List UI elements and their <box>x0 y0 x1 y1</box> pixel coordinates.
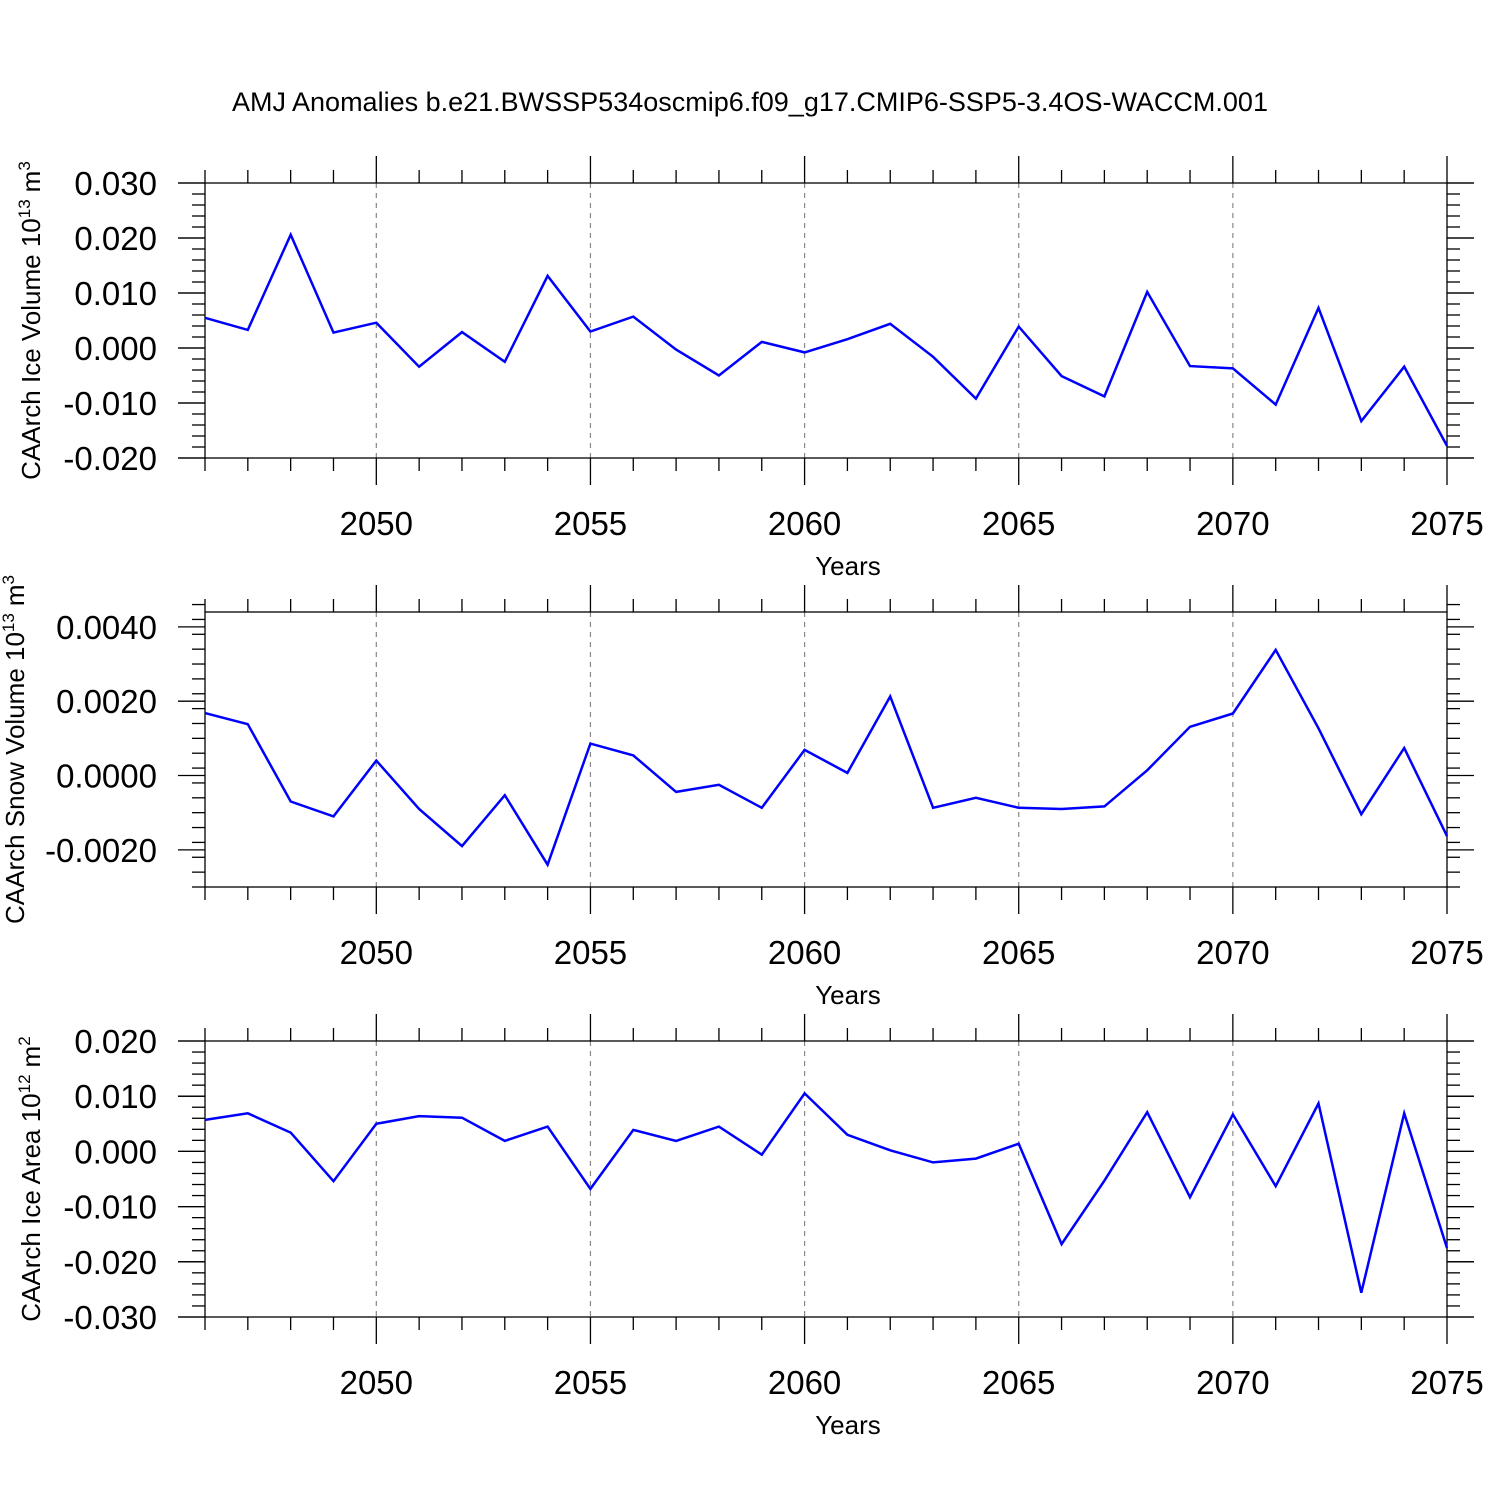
x-tick-label: 2050 <box>340 505 413 542</box>
y-tick-label: 0.010 <box>74 1078 157 1115</box>
y-axis-title: CAArch Snow Volume 1013 m3 <box>0 575 30 924</box>
y-tick-label: 0.020 <box>74 1023 157 1060</box>
y-tick-label: -0.010 <box>63 385 157 422</box>
y-axis-title-unit-exponent: 3 <box>15 161 34 170</box>
y-tick-label: 0.030 <box>74 165 157 202</box>
chart-panel-2: -0.0020 0.0000 0.0020 0.0040 2050 2055 2060 206… <box>0 575 1484 1010</box>
x-tick-label: 2050 <box>340 934 413 971</box>
y-axis-title-text: CAArch Snow Volume 10 <box>0 632 30 924</box>
x-tick-label: 2075 <box>1410 505 1483 542</box>
series-line <box>204 647 1449 868</box>
y-tick-label: 0.010 <box>74 275 157 312</box>
x-tick-label: 2075 <box>1410 1364 1483 1401</box>
y-axis-title-exponent: 13 <box>0 613 18 632</box>
chart-panel-3: -0.030 -0.020 -0.010 0.000 0.010 0.020 2050 205… <box>15 1014 1484 1440</box>
plot-frame <box>204 182 1448 459</box>
x-tick-label: 2065 <box>982 1364 1055 1401</box>
x-tick-label: 2060 <box>768 505 841 542</box>
y-tick-label: -0.0020 <box>45 832 157 869</box>
series-line <box>204 231 1449 447</box>
plot-frame <box>204 1040 1448 1318</box>
x-axis-title: Years <box>815 551 881 581</box>
x-tick-label: 2055 <box>554 1364 627 1401</box>
x-tick-label: 2060 <box>768 1364 841 1401</box>
y-tick-label: 0.000 <box>74 1133 157 1170</box>
y-axis-title-unit-exponent: 2 <box>15 1036 34 1045</box>
x-tick-label: 2070 <box>1196 505 1269 542</box>
y-tick-label: -0.020 <box>63 1244 157 1281</box>
x-axis-title: Years <box>815 1410 881 1440</box>
x-tick-label: 2055 <box>554 505 627 542</box>
x-tick-label: 2055 <box>554 934 627 971</box>
y-axis-title-unit: m <box>16 1046 46 1068</box>
chart-panels: -0.020 -0.010 0.000 0.010 0.020 0.030 2050 2055… <box>0 156 1484 1440</box>
y-axis-title-text: CAArch Ice Area 10 <box>16 1093 46 1321</box>
series-line <box>204 1091 1449 1293</box>
y-tick-label: 0.0000 <box>56 758 157 795</box>
y-axis-title: CAArch Ice Area 1012 m2 <box>15 1036 46 1321</box>
x-tick-label: 2050 <box>340 1364 413 1401</box>
x-tick-label: 2075 <box>1410 934 1483 971</box>
y-tick-label: -0.020 <box>63 440 157 477</box>
y-tick-label: 0.0020 <box>56 683 157 720</box>
y-axis-title-exponent: 12 <box>15 1074 34 1093</box>
x-tick-label: 2070 <box>1196 934 1269 971</box>
chart-panel-1: -0.020 -0.010 0.000 0.010 0.020 0.030 2050 2055… <box>15 156 1484 581</box>
plot-frame <box>204 611 1448 888</box>
x-tick-label: 2060 <box>768 934 841 971</box>
x-tick-label: 2070 <box>1196 1364 1269 1401</box>
y-tick-label: -0.010 <box>63 1189 157 1226</box>
y-axis-title-unit: m <box>16 171 46 193</box>
y-axis-title-text: CAArch Ice Volume 10 <box>16 218 46 480</box>
figure-title: AMJ Anomalies b.e21.BWSSP534oscmip6.f09_… <box>232 87 1268 117</box>
y-tick-label: -0.030 <box>63 1299 157 1336</box>
y-axis-title-unit-exponent: 3 <box>0 575 18 584</box>
y-tick-label: 0.000 <box>74 330 157 367</box>
y-tick-label: 0.020 <box>74 220 157 257</box>
y-axis-title: CAArch Ice Volume 1013 m3 <box>15 161 46 480</box>
x-axis-title: Years <box>815 980 881 1010</box>
x-tick-label: 2065 <box>982 505 1055 542</box>
x-tick-label: 2065 <box>982 934 1055 971</box>
y-axis-title-exponent: 13 <box>15 199 34 218</box>
y-axis-title-unit: m <box>0 584 30 606</box>
y-tick-label: 0.0040 <box>56 609 157 646</box>
